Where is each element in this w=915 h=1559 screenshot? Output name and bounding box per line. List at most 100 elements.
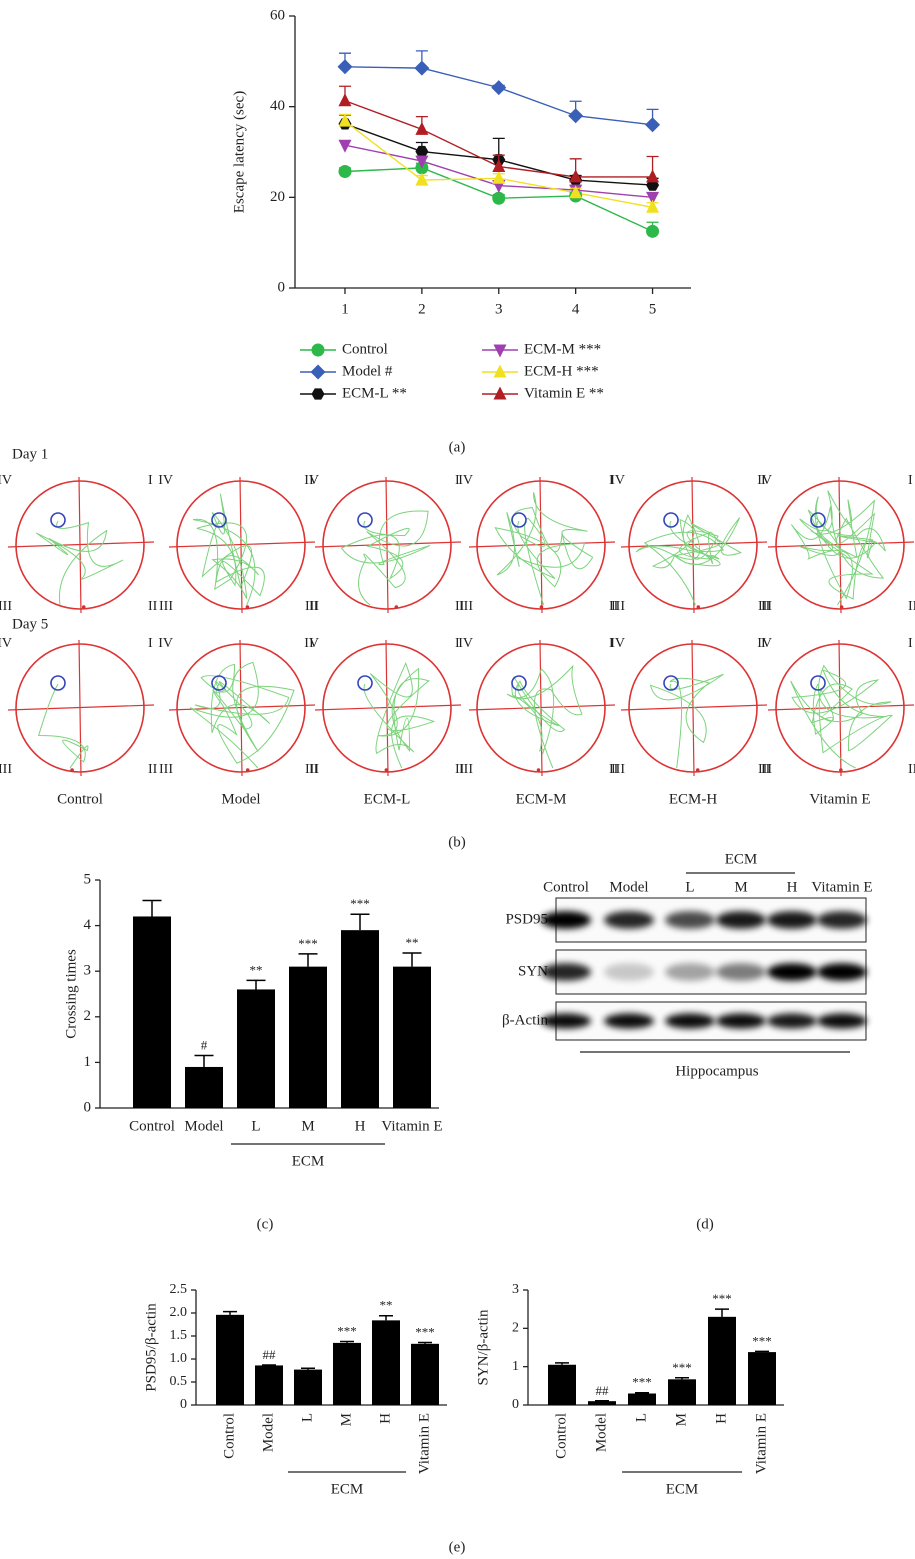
pool bbox=[322, 480, 452, 610]
x-tick-label: L bbox=[633, 1413, 649, 1422]
group-label: ECM-H bbox=[669, 791, 718, 807]
significance-label: ## bbox=[596, 1383, 610, 1398]
quadrant-label: I bbox=[309, 473, 314, 488]
lane-label: Control bbox=[543, 879, 589, 895]
bar bbox=[548, 1364, 576, 1405]
y-tick-label: 40 bbox=[270, 98, 285, 114]
error-bar bbox=[340, 1340, 354, 1343]
legend-marker bbox=[493, 364, 507, 378]
x-tick-label: Control bbox=[129, 1118, 175, 1134]
platform bbox=[357, 675, 373, 691]
significance-label: ** bbox=[380, 1298, 393, 1313]
quadrant-label: I bbox=[908, 636, 913, 651]
legend-marker bbox=[493, 344, 507, 358]
pool bbox=[775, 643, 905, 773]
x-tick-label: Vitamin E bbox=[381, 1118, 442, 1134]
pool-cross bbox=[691, 639, 695, 777]
pool-cross bbox=[691, 476, 695, 614]
error-bar bbox=[715, 1308, 729, 1317]
quadrant-label: III bbox=[159, 762, 173, 777]
lane-label: L bbox=[685, 879, 694, 895]
significance-label: ** bbox=[250, 962, 263, 977]
quadrant-label: II bbox=[609, 599, 619, 614]
bar bbox=[411, 1343, 439, 1405]
x-tick-label: Model bbox=[184, 1118, 223, 1134]
blot-band bbox=[817, 911, 867, 929]
pool-cross bbox=[468, 541, 616, 548]
pool-cross bbox=[239, 639, 243, 777]
quadrant-label: II bbox=[609, 762, 619, 777]
error-bar bbox=[298, 953, 318, 967]
x-tick-label: 4 bbox=[572, 301, 580, 317]
platform bbox=[50, 512, 66, 528]
x-tick-label: Vitamin E bbox=[416, 1413, 432, 1474]
marker bbox=[414, 60, 430, 76]
pool bbox=[176, 480, 306, 610]
x-tick-label: 1 bbox=[341, 301, 349, 317]
start-dot bbox=[81, 605, 86, 609]
marker bbox=[415, 145, 429, 158]
bar bbox=[185, 1066, 223, 1108]
start-dot bbox=[539, 605, 544, 609]
panel-label: (d) bbox=[696, 1216, 714, 1232]
tissue-label: Hippocampus bbox=[675, 1063, 758, 1079]
bar bbox=[255, 1365, 283, 1405]
bar bbox=[588, 1401, 616, 1405]
pool bbox=[476, 480, 606, 610]
quadrant-label: III bbox=[159, 599, 173, 614]
error-bar bbox=[555, 1362, 569, 1365]
quadrant-label: II bbox=[148, 762, 158, 777]
group-label: Vitamin E bbox=[809, 791, 870, 807]
x-tick-label: H bbox=[713, 1413, 729, 1424]
blot-band bbox=[604, 963, 654, 981]
pool-cross bbox=[767, 541, 915, 548]
swim-track bbox=[35, 520, 124, 606]
legend-marker bbox=[311, 343, 325, 357]
quadrant-label: IV bbox=[0, 473, 12, 488]
swim-track bbox=[635, 513, 743, 606]
quadrant-label: III bbox=[611, 599, 625, 614]
marker bbox=[646, 224, 660, 238]
pool-cross bbox=[314, 541, 462, 548]
blot-row-label: PSD95 bbox=[505, 911, 548, 927]
blot-band bbox=[541, 963, 591, 981]
x-tick-label: Vitamin E bbox=[753, 1413, 769, 1474]
x-tick-label: M bbox=[673, 1413, 689, 1426]
pool-cross bbox=[78, 476, 82, 614]
pool bbox=[775, 480, 905, 610]
quadrant-label: II bbox=[455, 599, 465, 614]
y-tick-label: 20 bbox=[270, 189, 285, 205]
y-tick-label: 0 bbox=[512, 1397, 519, 1412]
pool-cross bbox=[239, 476, 243, 614]
blot-band bbox=[767, 1013, 817, 1029]
blot-band bbox=[604, 1013, 654, 1029]
significance-label: *** bbox=[752, 1333, 772, 1348]
blot-band bbox=[716, 963, 766, 981]
quadrant-label: I bbox=[455, 636, 460, 651]
legend-label: ECM-L ** bbox=[342, 385, 407, 401]
bar bbox=[748, 1352, 776, 1405]
error-bar bbox=[301, 1367, 315, 1370]
blot-band bbox=[665, 963, 715, 981]
swim-track bbox=[494, 492, 594, 606]
quadrant-label: III bbox=[305, 599, 319, 614]
pool-cross bbox=[168, 541, 316, 548]
group-label: ECM-L bbox=[364, 791, 411, 807]
lane-label: Model bbox=[609, 879, 648, 895]
quadrant-label: III bbox=[0, 762, 12, 777]
bar bbox=[668, 1379, 696, 1405]
x-tick-label: H bbox=[355, 1118, 366, 1134]
blot-band bbox=[665, 1013, 715, 1029]
bar bbox=[708, 1316, 736, 1405]
quadrant-label: I bbox=[761, 473, 766, 488]
start-dot bbox=[384, 768, 389, 772]
swim-track bbox=[340, 510, 431, 606]
error-bar bbox=[635, 1391, 649, 1394]
quadrant-label: II bbox=[148, 599, 158, 614]
pool bbox=[628, 643, 758, 773]
x-tick-label: 2 bbox=[418, 301, 426, 317]
marker bbox=[569, 185, 583, 199]
platform bbox=[810, 512, 826, 528]
quadrant-label: II bbox=[455, 762, 465, 777]
pool-cross bbox=[838, 476, 842, 614]
